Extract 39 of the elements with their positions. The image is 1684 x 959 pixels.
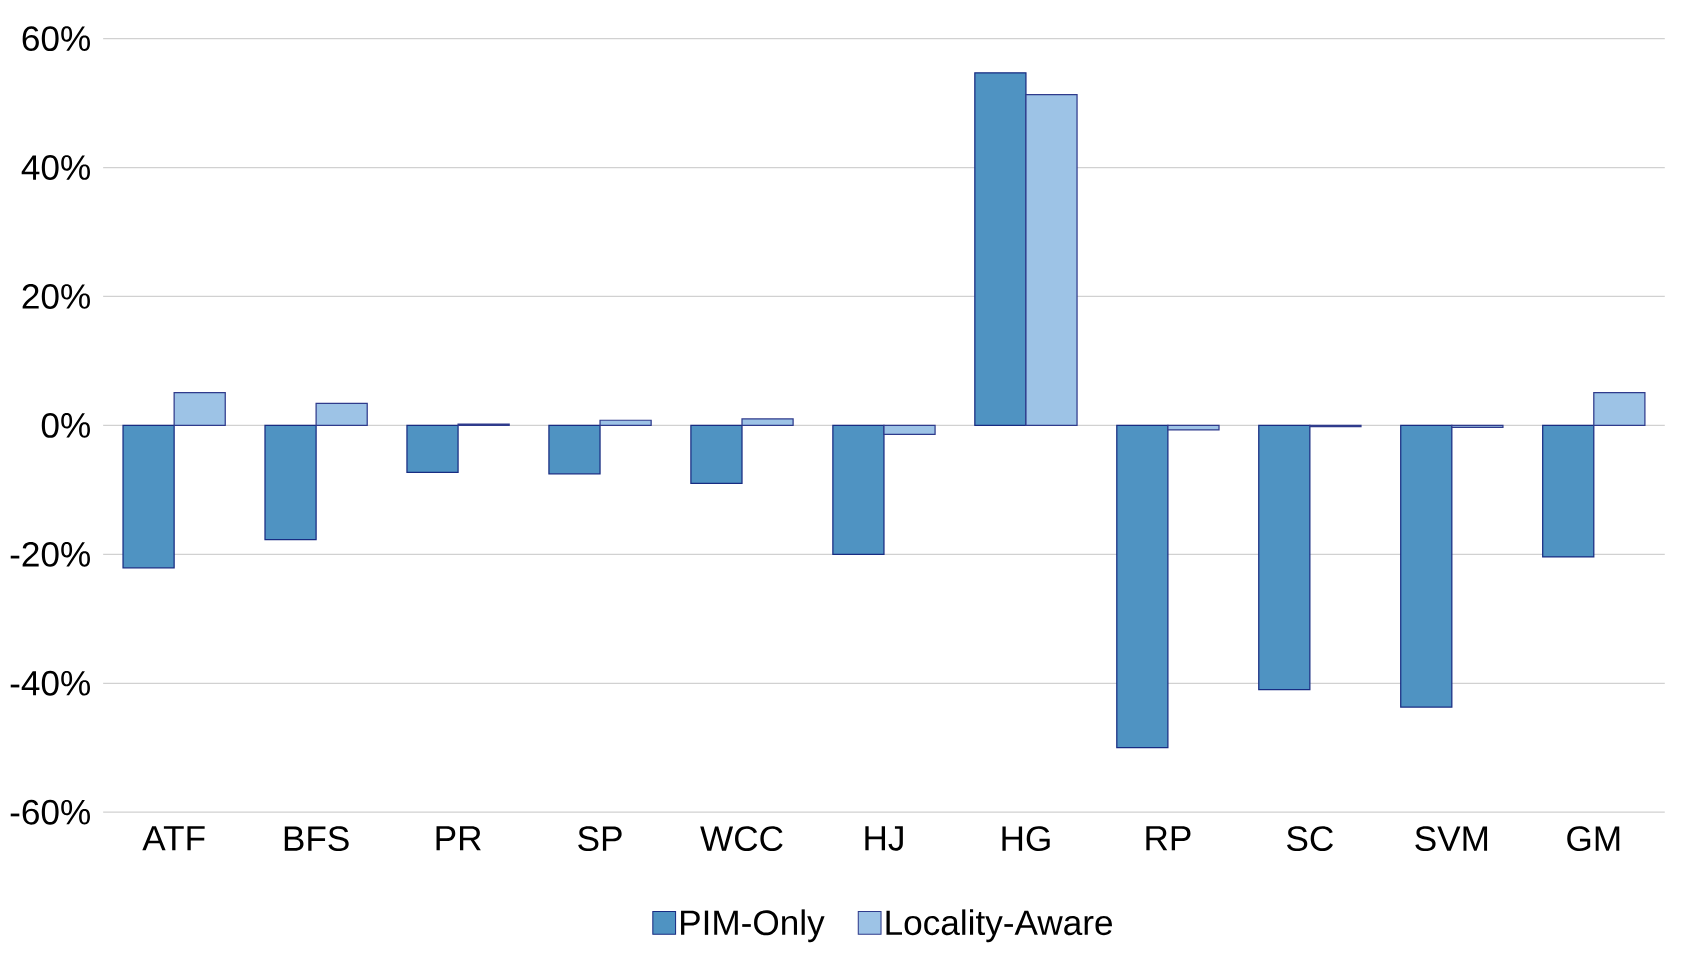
x-tick-label: WCC — [700, 826, 783, 852]
bar — [1542, 424, 1595, 558]
bar — [406, 424, 459, 474]
y-tick-label: -60% — [10, 799, 90, 825]
bar — [741, 418, 794, 426]
y-tick-label: 20% — [22, 283, 90, 309]
x-tick-label: HJ — [865, 826, 903, 851]
bar — [122, 424, 175, 569]
y-tick-label: 0% — [41, 412, 90, 438]
bar — [974, 72, 1027, 426]
bar — [264, 424, 317, 541]
bar — [315, 402, 368, 426]
bar — [173, 391, 226, 426]
bar — [832, 424, 885, 555]
y-tick-label: -40% — [10, 670, 90, 696]
bar — [1258, 424, 1311, 691]
x-tick-label: HG — [1002, 826, 1050, 852]
x-tick-label: GM — [1567, 826, 1620, 852]
legend-label: Locality-Aware — [886, 909, 1112, 943]
x-tick-label: ATF — [142, 826, 205, 851]
y-tick-label: -20% — [10, 541, 90, 567]
x-tick-label: BFS — [284, 826, 349, 852]
y-tick-label: 40% — [21, 155, 90, 180]
legend-label: PIM-Only — [681, 909, 825, 943]
bar — [690, 424, 743, 484]
bar — [599, 419, 652, 426]
bar — [1167, 424, 1220, 431]
x-tick-label: SC — [1287, 826, 1333, 852]
x-tick-label: RP — [1146, 826, 1191, 851]
bar — [1025, 94, 1078, 426]
bar — [1116, 424, 1169, 749]
bar — [1400, 424, 1453, 708]
bar — [1593, 391, 1646, 426]
y-tick-label: 60% — [22, 26, 90, 52]
x-tick-label: SVM — [1415, 826, 1488, 852]
bar — [883, 424, 936, 436]
x-tick-label: SP — [578, 826, 622, 852]
x-tick-label: PR — [436, 826, 481, 851]
bar — [548, 424, 601, 475]
